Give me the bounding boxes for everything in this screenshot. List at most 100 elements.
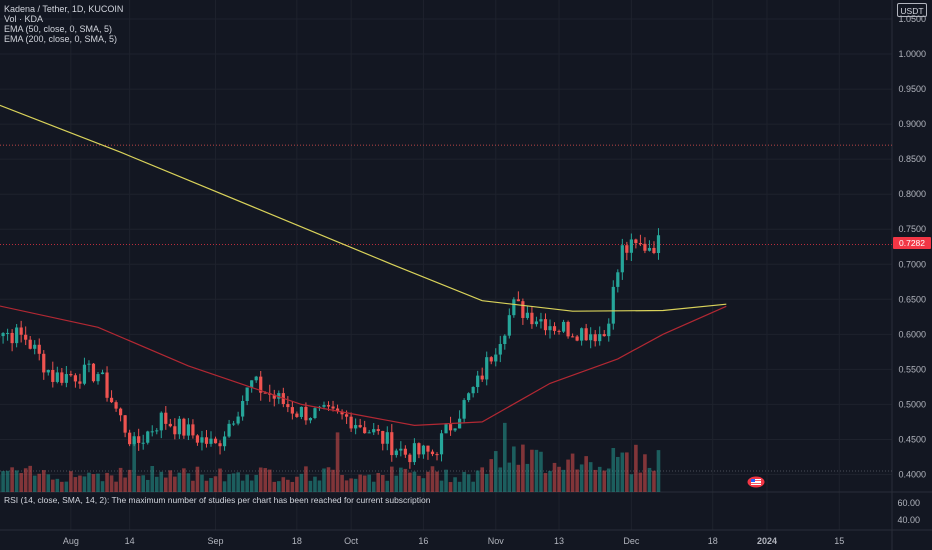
candle (51, 369, 55, 382)
volume-bar (1, 471, 5, 492)
candle (254, 376, 258, 381)
candle (611, 286, 615, 324)
volume-bar (78, 475, 82, 492)
volume-bar (60, 481, 64, 492)
candle (417, 443, 421, 455)
volume-bar (295, 476, 299, 492)
volume-bar (164, 477, 168, 492)
legend-ema200: EMA (200, close, 0, SMA, 5) (4, 34, 118, 44)
candle (259, 376, 263, 393)
candle (322, 405, 326, 407)
currency-badge[interactable]: USDT (897, 3, 927, 17)
volume-bar (625, 452, 629, 492)
volume-bar (14, 470, 19, 492)
volume-bar (55, 478, 60, 492)
candle (313, 408, 317, 418)
volume-bar (588, 462, 593, 492)
volume-bar (652, 470, 656, 492)
candle (82, 364, 87, 384)
volume-bar (32, 475, 37, 492)
volume-bar (51, 479, 55, 492)
volume-bar (376, 472, 381, 492)
candle (141, 442, 145, 444)
volume-bar (484, 473, 489, 492)
candle (164, 412, 168, 424)
volume-bar (123, 477, 127, 492)
candle (589, 334, 593, 341)
volume-bar (503, 422, 507, 492)
candle (277, 393, 281, 399)
candle (232, 423, 236, 425)
volume-bar (141, 475, 145, 492)
x-tick-label: Nov (488, 536, 505, 546)
volume-bar (448, 482, 453, 492)
volume-bar (186, 473, 191, 492)
volume-bar (227, 474, 231, 492)
volume-bar (236, 472, 240, 492)
volume-bar (195, 466, 200, 492)
volume-bar (182, 468, 186, 492)
candle (209, 438, 213, 444)
candle (91, 363, 96, 382)
volume-bar (277, 481, 281, 492)
volume-bar (616, 456, 620, 492)
candle (182, 418, 186, 436)
volume-bar (218, 468, 222, 492)
candle (652, 247, 656, 254)
volume-bar (634, 444, 638, 492)
volume-bar (430, 466, 435, 492)
candle (634, 239, 638, 244)
candle (354, 425, 358, 429)
volume-bar (530, 449, 534, 492)
y-tick-label: 0.8000 (898, 189, 926, 199)
volume-bar (353, 478, 358, 492)
candle (539, 319, 543, 322)
candle (367, 432, 371, 434)
us-flag-event-icon[interactable] (747, 476, 765, 488)
legend-volume: Vol · KDA (4, 14, 44, 24)
volume-bar (521, 444, 525, 492)
candle (1, 333, 5, 337)
volume-bar (168, 470, 173, 492)
candle (55, 372, 59, 382)
candle (430, 451, 435, 455)
candle (358, 425, 362, 428)
candle (119, 408, 123, 416)
candle (272, 394, 276, 399)
candle (444, 424, 448, 434)
candle (593, 334, 597, 342)
volume-bar (267, 469, 272, 492)
candle (114, 402, 118, 409)
x-tick-label: 14 (125, 536, 135, 546)
candle (195, 435, 200, 443)
volume-bar (105, 472, 109, 492)
volume-bar (335, 432, 340, 492)
x-tick-label: 13 (554, 536, 564, 546)
volume-bar (403, 468, 408, 492)
chart-legend: Kadena / Tether, 1D, KUCOIN Vol · KDA EM… (4, 4, 123, 44)
candle (191, 424, 195, 436)
volume-bar (426, 471, 430, 492)
volume-bar (552, 462, 557, 492)
volume-bar (150, 465, 155, 492)
candle (394, 450, 398, 456)
candle (512, 299, 516, 316)
candle (304, 406, 308, 421)
candle (580, 328, 584, 341)
candle (439, 433, 444, 455)
volume-bar (41, 470, 46, 492)
volume-bar (304, 466, 308, 492)
candle (448, 424, 453, 431)
y-tick-label: 0.7000 (898, 259, 926, 269)
volume-bar (575, 469, 579, 492)
candle (60, 372, 64, 383)
candle (525, 312, 529, 318)
candle (403, 448, 407, 455)
candle (345, 414, 349, 417)
candle (548, 326, 552, 331)
volume-bar (254, 474, 258, 492)
volume-bar (466, 474, 471, 492)
y-tick-label: 0.5500 (898, 364, 926, 374)
volume-bar (512, 446, 516, 492)
